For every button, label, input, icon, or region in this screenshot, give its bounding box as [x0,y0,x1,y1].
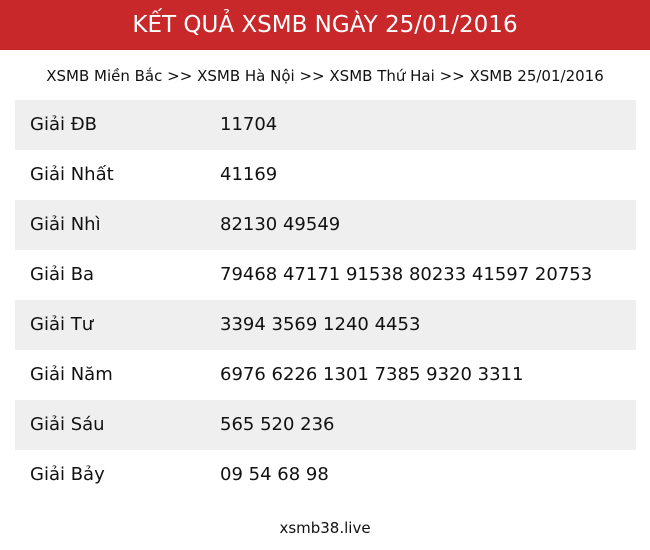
prize-label: Giải Ba [30,264,95,285]
breadcrumb-item-thu-hai[interactable]: XSMB Thứ Hai [329,67,435,85]
breadcrumb-item-date[interactable]: XSMB 25/01/2016 [469,67,604,85]
breadcrumb-separator: >> [167,67,193,85]
prize-value: 79468 47171 91538 80233 41597 20753 [220,264,593,285]
prize-value: 6976 6226 1301 7385 9320 3311 [220,364,524,385]
breadcrumb: XSMB Miền Bắc >> XSMB Hà Nội >> XSMB Thứ… [0,64,650,88]
table-row: Giải Năm 6976 6226 1301 7385 9320 3311 [15,350,636,400]
prize-label: Giải Sáu [30,414,105,435]
prize-label: Giải Nhì [30,214,101,235]
table-row: Giải Sáu 565 520 236 [15,400,636,450]
table-row: Giải Bảy 09 54 68 98 [15,450,636,500]
prize-label: Giải Năm [30,364,113,385]
footer-site: xsmb38.live [279,519,371,537]
table-row: Giải Nhì 82130 49549 [15,200,636,250]
prize-value: 41169 [220,164,278,185]
table-row: Giải Nhất 41169 [15,150,636,200]
table-row: Giải Ba 79468 47171 91538 80233 41597 207… [15,250,636,300]
prize-label: Giải Nhất [30,164,114,185]
prize-label: Giải ĐB [30,114,97,135]
prize-label: Giải Bảy [30,464,105,485]
prize-value: 565 520 236 [220,414,335,435]
prize-label: Giải Tư [30,314,94,335]
breadcrumb-separator: >> [439,67,465,85]
breadcrumb-item-mien-bac[interactable]: XSMB Miền Bắc [46,67,163,85]
breadcrumb-item-ha-noi[interactable]: XSMB Hà Nội [197,67,295,85]
table-row: Giải Tư 3394 3569 1240 4453 [15,300,636,350]
prize-value: 09 54 68 98 [220,464,329,485]
prize-value: 3394 3569 1240 4453 [220,314,421,335]
breadcrumb-separator: >> [299,67,325,85]
results-table: Giải ĐB 11704 Giải Nhất 41169 Giải Nhì 8213… [15,100,636,500]
prize-value: 11704 [220,114,278,135]
table-row: Giải ĐB 11704 [15,100,636,150]
page-title: KẾT QUẢ XSMB NGÀY 25/01/2016 [0,0,650,50]
prize-value: 82130 49549 [220,214,341,235]
